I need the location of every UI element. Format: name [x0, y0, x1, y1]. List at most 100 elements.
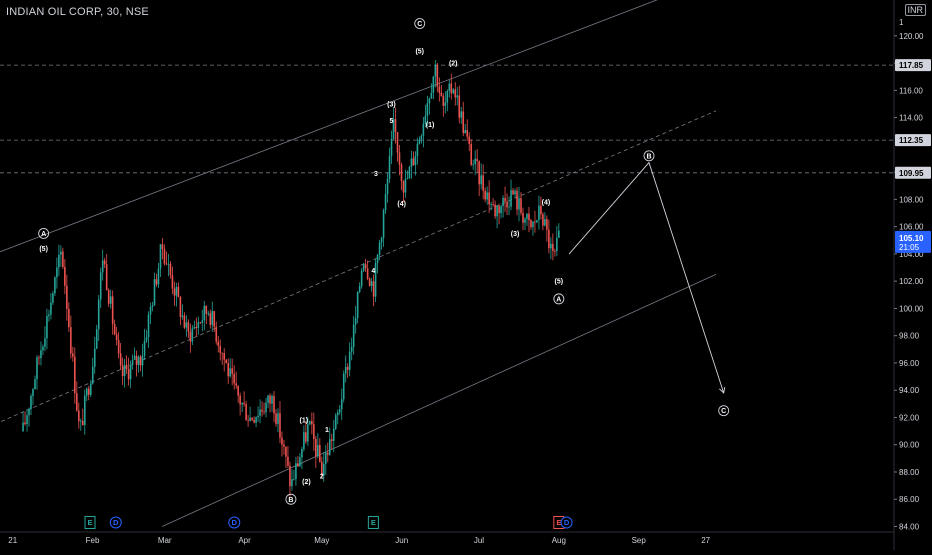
candle-body — [530, 220, 532, 228]
candle-body — [460, 111, 463, 118]
candle-body — [287, 456, 289, 466]
channel-line[interactable] — [0, 110, 717, 424]
candle-body — [554, 250, 556, 252]
projection-path[interactable] — [568, 161, 725, 394]
wave-label[interactable]: (1) — [426, 122, 435, 129]
candle-body — [181, 315, 184, 317]
wave-label[interactable]: (3) — [511, 231, 520, 238]
wave-label[interactable]: (5) — [415, 48, 424, 55]
dividend-marker[interactable] — [560, 516, 573, 529]
candle-body — [378, 242, 381, 255]
wave-label-circle — [414, 18, 426, 30]
wave-label[interactable]: (3) — [387, 101, 396, 108]
candle-body — [303, 432, 305, 450]
candle-body — [85, 388, 88, 396]
candle-body — [58, 254, 60, 268]
candle-body — [342, 373, 345, 400]
candle-body — [291, 479, 293, 487]
wave-label[interactable]: 2 — [320, 474, 324, 481]
wave-label[interactable]: (1) — [300, 418, 309, 425]
candle-body — [376, 254, 379, 263]
channel-line[interactable] — [161, 273, 717, 527]
wave-label[interactable]: B — [288, 497, 293, 504]
wave-label[interactable]: A — [41, 231, 46, 238]
candle-body — [321, 461, 323, 476]
candle-body — [265, 402, 267, 413]
candle-body — [44, 338, 46, 347]
candle-body — [50, 302, 52, 315]
candle-body — [480, 175, 482, 185]
price-axis-bg — [894, 0, 932, 550]
earnings-marker[interactable] — [84, 516, 96, 529]
candle-body — [105, 264, 108, 291]
candle-body — [56, 267, 58, 278]
candle-body — [380, 237, 383, 243]
candle-body — [484, 190, 486, 200]
candle-body — [271, 395, 273, 404]
candle-body — [338, 409, 341, 413]
earnings-marker[interactable] — [367, 516, 379, 529]
candle-body — [22, 422, 24, 432]
time-tick-label: Feb — [86, 536, 100, 545]
candle-body — [534, 221, 536, 223]
wave-label[interactable]: 4 — [371, 268, 375, 275]
candle-body — [153, 279, 156, 306]
candle-body — [263, 411, 265, 413]
wave-label[interactable]: (5) — [39, 246, 48, 253]
candle-body — [121, 365, 124, 377]
wave-label[interactable]: (2) — [302, 479, 311, 486]
event-marker-letter: D — [564, 518, 570, 527]
price-level-badge[interactable] — [895, 59, 931, 72]
candle-body — [185, 322, 188, 328]
wave-label[interactable]: (2) — [449, 61, 458, 68]
candle-body — [245, 404, 247, 421]
time-tick-label: Sep — [632, 536, 647, 545]
price-level-badge[interactable] — [895, 166, 931, 179]
candle-body — [317, 445, 319, 457]
price-tick-label: 84.00 — [899, 523, 920, 532]
candle-body — [279, 413, 281, 438]
wave-label-circle — [553, 293, 565, 305]
wave-label[interactable]: 5 — [389, 118, 393, 125]
candle-body — [366, 268, 369, 279]
candle-body — [46, 316, 48, 339]
candle-body — [315, 439, 317, 457]
candle-body — [394, 119, 397, 133]
candle-body — [155, 279, 158, 285]
wave-label[interactable]: (4) — [542, 200, 551, 207]
currency-label[interactable]: INR — [904, 4, 926, 16]
candle-body — [79, 420, 82, 422]
wave-label[interactable]: C — [721, 408, 726, 415]
wave-label[interactable]: 3 — [374, 171, 378, 178]
candle-body — [524, 218, 526, 223]
wave-label[interactable]: A — [556, 296, 561, 303]
price-tick-label: 92.00 — [899, 413, 920, 422]
price-level-badge[interactable] — [895, 134, 931, 147]
candle-body — [450, 83, 453, 94]
channel-line[interactable] — [0, 0, 688, 254]
wave-label[interactable]: (5) — [555, 279, 564, 286]
wave-label[interactable]: (4) — [397, 201, 406, 208]
price-tick-label: 98.00 — [899, 332, 920, 341]
candle-body — [410, 158, 413, 167]
candle-body — [137, 356, 140, 365]
wave-label[interactable]: C — [417, 21, 422, 28]
candle-body — [145, 337, 148, 341]
wave-label[interactable]: 1 — [325, 427, 329, 434]
candle-body — [396, 132, 399, 153]
last-price-badge[interactable] — [895, 230, 931, 253]
dividend-marker[interactable] — [109, 516, 122, 529]
wave-label[interactable]: B — [646, 153, 651, 160]
price-tick-label: 120.00 — [899, 32, 924, 41]
candle-body — [215, 326, 218, 342]
candle-body — [432, 76, 435, 93]
candle-body — [454, 89, 457, 98]
candle-body — [346, 366, 349, 370]
dividend-marker[interactable] — [228, 516, 241, 529]
candle-body — [229, 368, 231, 377]
candle-body — [372, 281, 375, 297]
event-marker-letter: E — [88, 518, 93, 527]
event-marker-letter: D — [232, 518, 238, 527]
